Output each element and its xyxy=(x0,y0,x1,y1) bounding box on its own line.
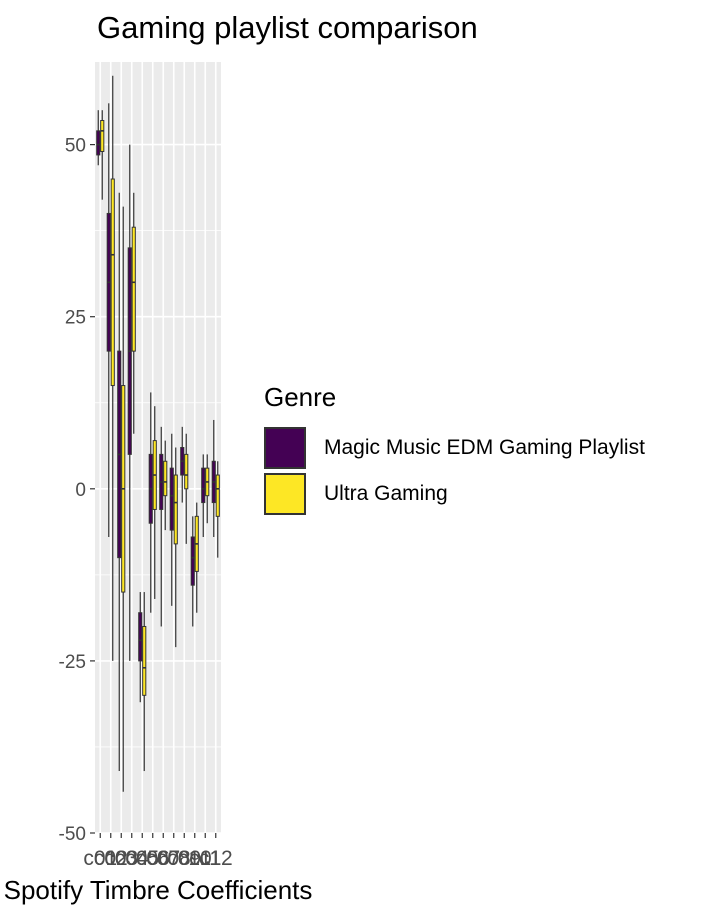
legend-key-ultra-gaming xyxy=(264,473,306,515)
box xyxy=(215,474,220,517)
x-tick-label: c05 xyxy=(125,847,159,870)
chart-title: Gaming playlist comparison xyxy=(97,10,478,45)
y-tick-label: -25 xyxy=(59,652,86,673)
box xyxy=(169,467,174,531)
y-tick-label: -50 xyxy=(59,824,86,845)
legend-label-magic-music: Magic Music EDM Gaming Playlist xyxy=(324,436,645,459)
x-tick-label: c11 xyxy=(189,847,221,870)
box xyxy=(173,474,178,545)
box xyxy=(201,467,206,504)
box xyxy=(142,625,147,696)
x-tick-label: c02 xyxy=(94,847,128,870)
legend-title: Genre xyxy=(264,382,337,412)
box xyxy=(138,612,143,662)
x-tick-label: c03 xyxy=(104,847,138,870)
x-tick-label: c08 xyxy=(157,847,191,870)
y-tick-label: 50 xyxy=(65,136,86,157)
box xyxy=(190,536,195,586)
x-tick-label: c09 xyxy=(167,847,201,870)
x-tick-label: c07 xyxy=(146,847,180,870)
y-tick-label: 25 xyxy=(65,308,86,329)
box xyxy=(131,226,136,352)
legend-item-magic-music: Magic Music EDM Gaming Playlist xyxy=(264,425,645,471)
box xyxy=(100,120,105,152)
plot-panel xyxy=(95,62,221,833)
x-tick-label: c01 xyxy=(83,847,117,870)
box xyxy=(96,130,101,156)
x-tick-label: c12 xyxy=(199,847,233,870)
legend-label-ultra-gaming: Ultra Gaming xyxy=(324,482,448,505)
box xyxy=(184,453,189,490)
x-tick-label: c04 xyxy=(115,847,149,870)
box xyxy=(110,178,115,387)
y-tick-label: 0 xyxy=(75,480,86,501)
x-tick-label: c06 xyxy=(136,847,170,870)
x-axis-label: Spotify Timbre Coefficients xyxy=(4,875,313,905)
legend-key-magic-music xyxy=(264,427,306,469)
legend: Genre Magic Music EDM Gaming Playlist Ul… xyxy=(264,382,645,517)
x-tick-label: c10 xyxy=(178,847,212,870)
box xyxy=(163,460,168,497)
legend-item-ultra-gaming: Ultra Gaming xyxy=(264,471,645,517)
